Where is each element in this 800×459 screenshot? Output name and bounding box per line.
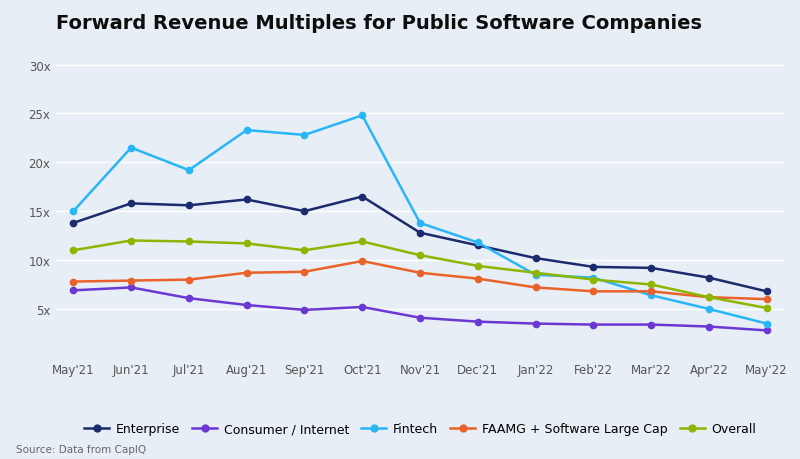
Consumer / Internet <box>415 315 425 321</box>
Fintech <box>589 275 598 281</box>
Overall <box>300 248 310 253</box>
Consumer / Internet <box>126 285 136 291</box>
Overall <box>126 238 136 244</box>
Overall <box>69 248 78 253</box>
Enterprise <box>415 230 425 236</box>
FAAMG + Software Large Cap <box>589 289 598 295</box>
Consumer / Internet <box>69 288 78 293</box>
Enterprise <box>300 209 310 214</box>
Fintech <box>358 113 367 119</box>
Fintech <box>762 321 771 327</box>
Consumer / Internet <box>184 296 194 301</box>
FAAMG + Software Large Cap <box>530 285 540 291</box>
Consumer / Internet <box>473 319 482 325</box>
Fintech <box>646 293 656 298</box>
Overall <box>704 295 714 300</box>
Enterprise <box>358 194 367 200</box>
Text: Source: Data from CapIQ: Source: Data from CapIQ <box>16 444 146 454</box>
FAAMG + Software Large Cap <box>300 269 310 275</box>
FAAMG + Software Large Cap <box>415 270 425 276</box>
Fintech <box>242 128 251 134</box>
Fintech <box>473 240 482 246</box>
Consumer / Internet <box>300 308 310 313</box>
Overall <box>530 270 540 276</box>
Overall <box>415 253 425 258</box>
Fintech <box>126 146 136 151</box>
Fintech <box>184 168 194 174</box>
Enterprise <box>184 203 194 208</box>
Line: FAAMG + Software Large Cap: FAAMG + Software Large Cap <box>70 258 770 302</box>
Enterprise <box>762 289 771 295</box>
Line: Fintech: Fintech <box>70 113 770 327</box>
Overall <box>358 239 367 245</box>
Consumer / Internet <box>646 322 656 328</box>
Overall <box>184 239 194 245</box>
Consumer / Internet <box>358 305 367 310</box>
Enterprise <box>242 197 251 203</box>
Consumer / Internet <box>242 302 251 308</box>
FAAMG + Software Large Cap <box>646 289 656 295</box>
FAAMG + Software Large Cap <box>762 297 771 302</box>
Consumer / Internet <box>589 322 598 328</box>
Enterprise <box>473 243 482 249</box>
Text: Forward Revenue Multiples for Public Software Companies: Forward Revenue Multiples for Public Sof… <box>56 14 702 33</box>
Overall <box>646 282 656 288</box>
FAAMG + Software Large Cap <box>704 295 714 300</box>
Line: Overall: Overall <box>70 238 770 311</box>
Line: Enterprise: Enterprise <box>70 194 770 295</box>
Legend: Enterprise, Consumer / Internet, Fintech, FAAMG + Software Large Cap, Overall: Enterprise, Consumer / Internet, Fintech… <box>79 417 761 440</box>
Fintech <box>300 133 310 139</box>
Line: Consumer / Internet: Consumer / Internet <box>70 285 770 334</box>
FAAMG + Software Large Cap <box>242 270 251 276</box>
Overall <box>762 306 771 311</box>
Fintech <box>530 272 540 278</box>
FAAMG + Software Large Cap <box>126 278 136 284</box>
FAAMG + Software Large Cap <box>358 259 367 264</box>
Overall <box>473 263 482 269</box>
FAAMG + Software Large Cap <box>473 276 482 282</box>
Enterprise <box>646 265 656 271</box>
Consumer / Internet <box>762 328 771 333</box>
Enterprise <box>126 201 136 207</box>
Enterprise <box>530 256 540 261</box>
FAAMG + Software Large Cap <box>184 277 194 283</box>
Enterprise <box>69 221 78 226</box>
Consumer / Internet <box>530 321 540 327</box>
Overall <box>242 241 251 246</box>
Fintech <box>704 307 714 312</box>
Overall <box>589 277 598 283</box>
Enterprise <box>704 275 714 281</box>
Enterprise <box>589 264 598 270</box>
Fintech <box>415 221 425 226</box>
FAAMG + Software Large Cap <box>69 279 78 285</box>
Fintech <box>69 209 78 214</box>
Consumer / Internet <box>704 324 714 330</box>
